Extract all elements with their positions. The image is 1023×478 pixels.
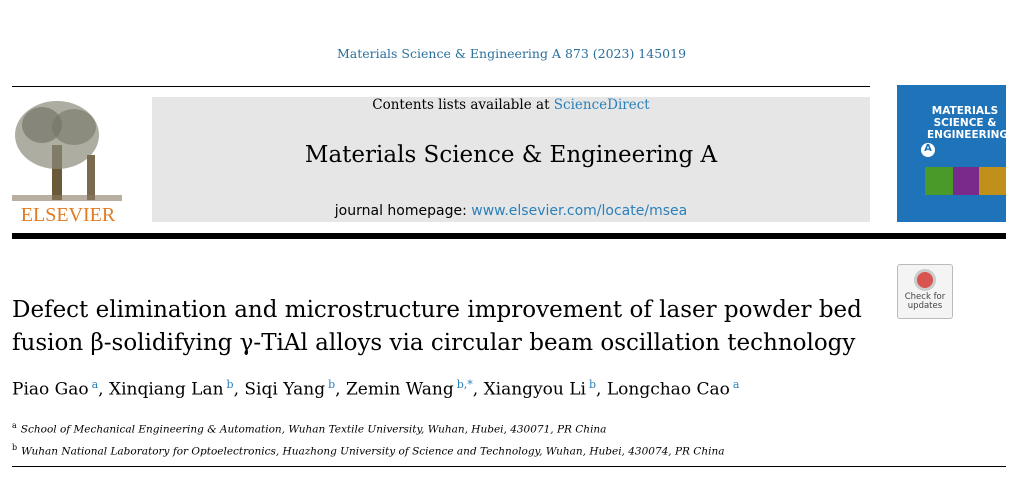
article-title: Defect elimination and microstructure im…: [12, 294, 862, 360]
bottom-rule: [12, 466, 1006, 467]
author-name: Zemin Wang: [345, 379, 454, 400]
journal-ref[interactable]: Materials Science & Engineering A 873 (2…: [336, 46, 687, 61]
author-separator: ,: [233, 379, 245, 400]
author-affil-mark[interactable]: b: [226, 378, 234, 391]
affiliation: a School of Mechanical Engineering & Auto…: [12, 417, 724, 439]
publisher-logo: ELSEVIER: [12, 101, 122, 225]
header-box: Contents lists available at ScienceDirec…: [152, 97, 870, 222]
affiliation: b Wuhan National Laboratory for Optoelect…: [12, 439, 724, 461]
author-separator: ,: [335, 379, 346, 400]
author-separator: ,: [98, 379, 109, 400]
affiliations: a School of Mechanical Engineering & Auto…: [12, 417, 724, 460]
cover-image: [953, 167, 979, 195]
title-line: Defect elimination and microstructure im…: [12, 297, 862, 323]
author-affil-mark[interactable]: b: [589, 378, 597, 391]
journal-title: Materials Science & Engineering A: [304, 142, 718, 168]
author-name: Xiangyou Li: [483, 379, 586, 400]
author-affil-mark[interactable]: a: [91, 378, 99, 391]
top-rule: [12, 86, 870, 87]
author-name: Piao Gao: [12, 379, 89, 400]
cover-image: [925, 167, 953, 195]
homepage-line: journal homepage: www.elsevier.com/locat…: [152, 203, 870, 219]
cover-title: MATERIALS SCIENCE & ENGINEERING: [927, 105, 1006, 141]
authors: Piao Gao a, Xinqiang Lan b, Siqi Yang b, Ze…: [12, 378, 739, 400]
affil-text: Wuhan National Laboratory for Optoelectr…: [21, 445, 725, 457]
author-separator: ,: [596, 379, 607, 400]
author-name: Siqi Yang: [244, 379, 326, 400]
check-updates-badge[interactable]: Check for updates: [897, 264, 953, 319]
author-affil-mark[interactable]: b: [328, 378, 336, 391]
author-separator: ,: [472, 379, 484, 400]
author-affil-mark[interactable]: b,*: [456, 378, 473, 391]
affil-text: School of Mechanical Engineering & Autom…: [20, 423, 607, 436]
affil-label: b: [12, 442, 18, 452]
badge-text: Check for updates: [904, 292, 946, 311]
homepage-link[interactable]: www.elsevier.com/locate/msea: [471, 203, 688, 219]
contents-link[interactable]: ScienceDirect: [553, 97, 650, 113]
thick-rule: [12, 233, 1006, 239]
contents-line: Contents lists available at ScienceDirec…: [152, 97, 870, 113]
journal-cover: MATERIALS SCIENCE & ENGINEERING A: [897, 85, 1006, 222]
contents-prefix: Contents lists available at: [372, 97, 550, 113]
affil-label: a: [12, 421, 17, 430]
author-affil-mark[interactable]: a: [732, 378, 740, 391]
homepage-prefix: journal homepage:: [334, 203, 467, 219]
author-name: Longchao Cao: [606, 379, 730, 400]
title-line: fusion β-solidifying γ-TiAl alloys via c…: [12, 330, 856, 356]
cover-letter: A: [921, 143, 935, 157]
cover-image: [979, 167, 1006, 195]
publisher-name: ELSEVIER: [21, 204, 116, 225]
author-name: Xinqiang Lan: [108, 379, 224, 400]
